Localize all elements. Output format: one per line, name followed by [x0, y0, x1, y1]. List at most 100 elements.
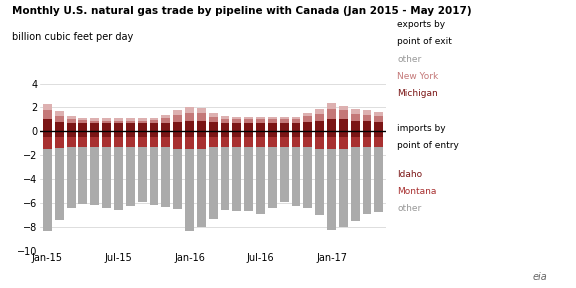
- Bar: [209, 131, 218, 137]
- Bar: [268, 119, 276, 123]
- Bar: [339, 106, 348, 110]
- Bar: [43, 137, 52, 149]
- Bar: [78, 131, 88, 137]
- Bar: [362, 131, 372, 137]
- Bar: [78, 137, 88, 147]
- Bar: [102, 118, 111, 120]
- Bar: [256, 137, 265, 147]
- Bar: [374, 116, 383, 122]
- Bar: [221, 123, 229, 131]
- Bar: [67, 124, 75, 131]
- Bar: [362, 137, 372, 147]
- Bar: [304, 147, 312, 208]
- Bar: [67, 116, 75, 119]
- Bar: [78, 120, 88, 124]
- Bar: [291, 147, 301, 206]
- Bar: [138, 120, 146, 124]
- Bar: [197, 113, 206, 120]
- Bar: [291, 117, 301, 119]
- Bar: [150, 147, 158, 205]
- Bar: [55, 122, 64, 131]
- Bar: [161, 137, 170, 147]
- Bar: [351, 137, 359, 147]
- Bar: [173, 115, 182, 122]
- Bar: [102, 131, 111, 137]
- Bar: [280, 117, 289, 119]
- Bar: [244, 123, 253, 131]
- Text: billion cubic feet per day: billion cubic feet per day: [12, 32, 133, 42]
- Bar: [315, 131, 324, 137]
- Bar: [362, 121, 372, 131]
- Bar: [126, 137, 135, 147]
- Bar: [304, 122, 312, 131]
- Bar: [351, 120, 359, 131]
- Bar: [138, 118, 146, 120]
- Bar: [374, 137, 383, 147]
- Bar: [280, 137, 289, 147]
- Bar: [90, 137, 99, 147]
- Bar: [150, 120, 158, 124]
- Bar: [43, 149, 52, 232]
- Text: other: other: [397, 204, 422, 213]
- Bar: [304, 137, 312, 147]
- Bar: [280, 147, 289, 202]
- Bar: [209, 122, 218, 131]
- Bar: [280, 131, 289, 137]
- Bar: [362, 147, 372, 214]
- Bar: [43, 119, 52, 131]
- Bar: [315, 149, 324, 215]
- Bar: [304, 113, 312, 116]
- Bar: [351, 114, 359, 120]
- Bar: [362, 110, 372, 115]
- Bar: [209, 113, 218, 117]
- Text: other: other: [397, 55, 422, 64]
- Bar: [291, 119, 301, 123]
- Bar: [304, 116, 312, 122]
- Bar: [138, 124, 146, 131]
- Bar: [268, 117, 276, 119]
- Bar: [209, 147, 218, 219]
- Bar: [138, 131, 146, 137]
- Bar: [55, 148, 64, 219]
- Bar: [280, 123, 289, 131]
- Bar: [185, 131, 194, 137]
- Text: Montana: Montana: [397, 187, 437, 196]
- Bar: [90, 147, 99, 205]
- Bar: [304, 131, 312, 137]
- Text: Monthly U.S. natural gas trade by pipeline with Canada (Jan 2015 - May 2017): Monthly U.S. natural gas trade by pipeli…: [12, 6, 471, 16]
- Bar: [67, 137, 75, 147]
- Bar: [78, 147, 88, 204]
- Text: point of entry: point of entry: [397, 141, 459, 150]
- Bar: [185, 121, 194, 131]
- Bar: [67, 119, 75, 124]
- Bar: [150, 131, 158, 137]
- Bar: [173, 137, 182, 149]
- Bar: [43, 110, 52, 119]
- Bar: [114, 137, 123, 147]
- Bar: [161, 123, 170, 131]
- Bar: [55, 131, 64, 137]
- Bar: [221, 116, 229, 119]
- Text: imports by: imports by: [397, 124, 446, 133]
- Bar: [67, 147, 75, 208]
- Bar: [374, 122, 383, 131]
- Bar: [315, 137, 324, 149]
- Bar: [78, 118, 88, 120]
- Bar: [315, 121, 324, 131]
- Bar: [90, 120, 99, 124]
- Bar: [244, 147, 253, 211]
- Bar: [78, 124, 88, 131]
- Bar: [185, 137, 194, 149]
- Bar: [126, 131, 135, 137]
- Bar: [126, 124, 135, 131]
- Bar: [197, 108, 206, 113]
- Bar: [197, 120, 206, 131]
- Bar: [185, 107, 194, 113]
- Bar: [138, 147, 146, 202]
- Text: New York: New York: [397, 72, 439, 81]
- Bar: [55, 137, 64, 148]
- Bar: [232, 131, 241, 137]
- Bar: [173, 110, 182, 115]
- Bar: [114, 120, 123, 124]
- Bar: [268, 137, 276, 147]
